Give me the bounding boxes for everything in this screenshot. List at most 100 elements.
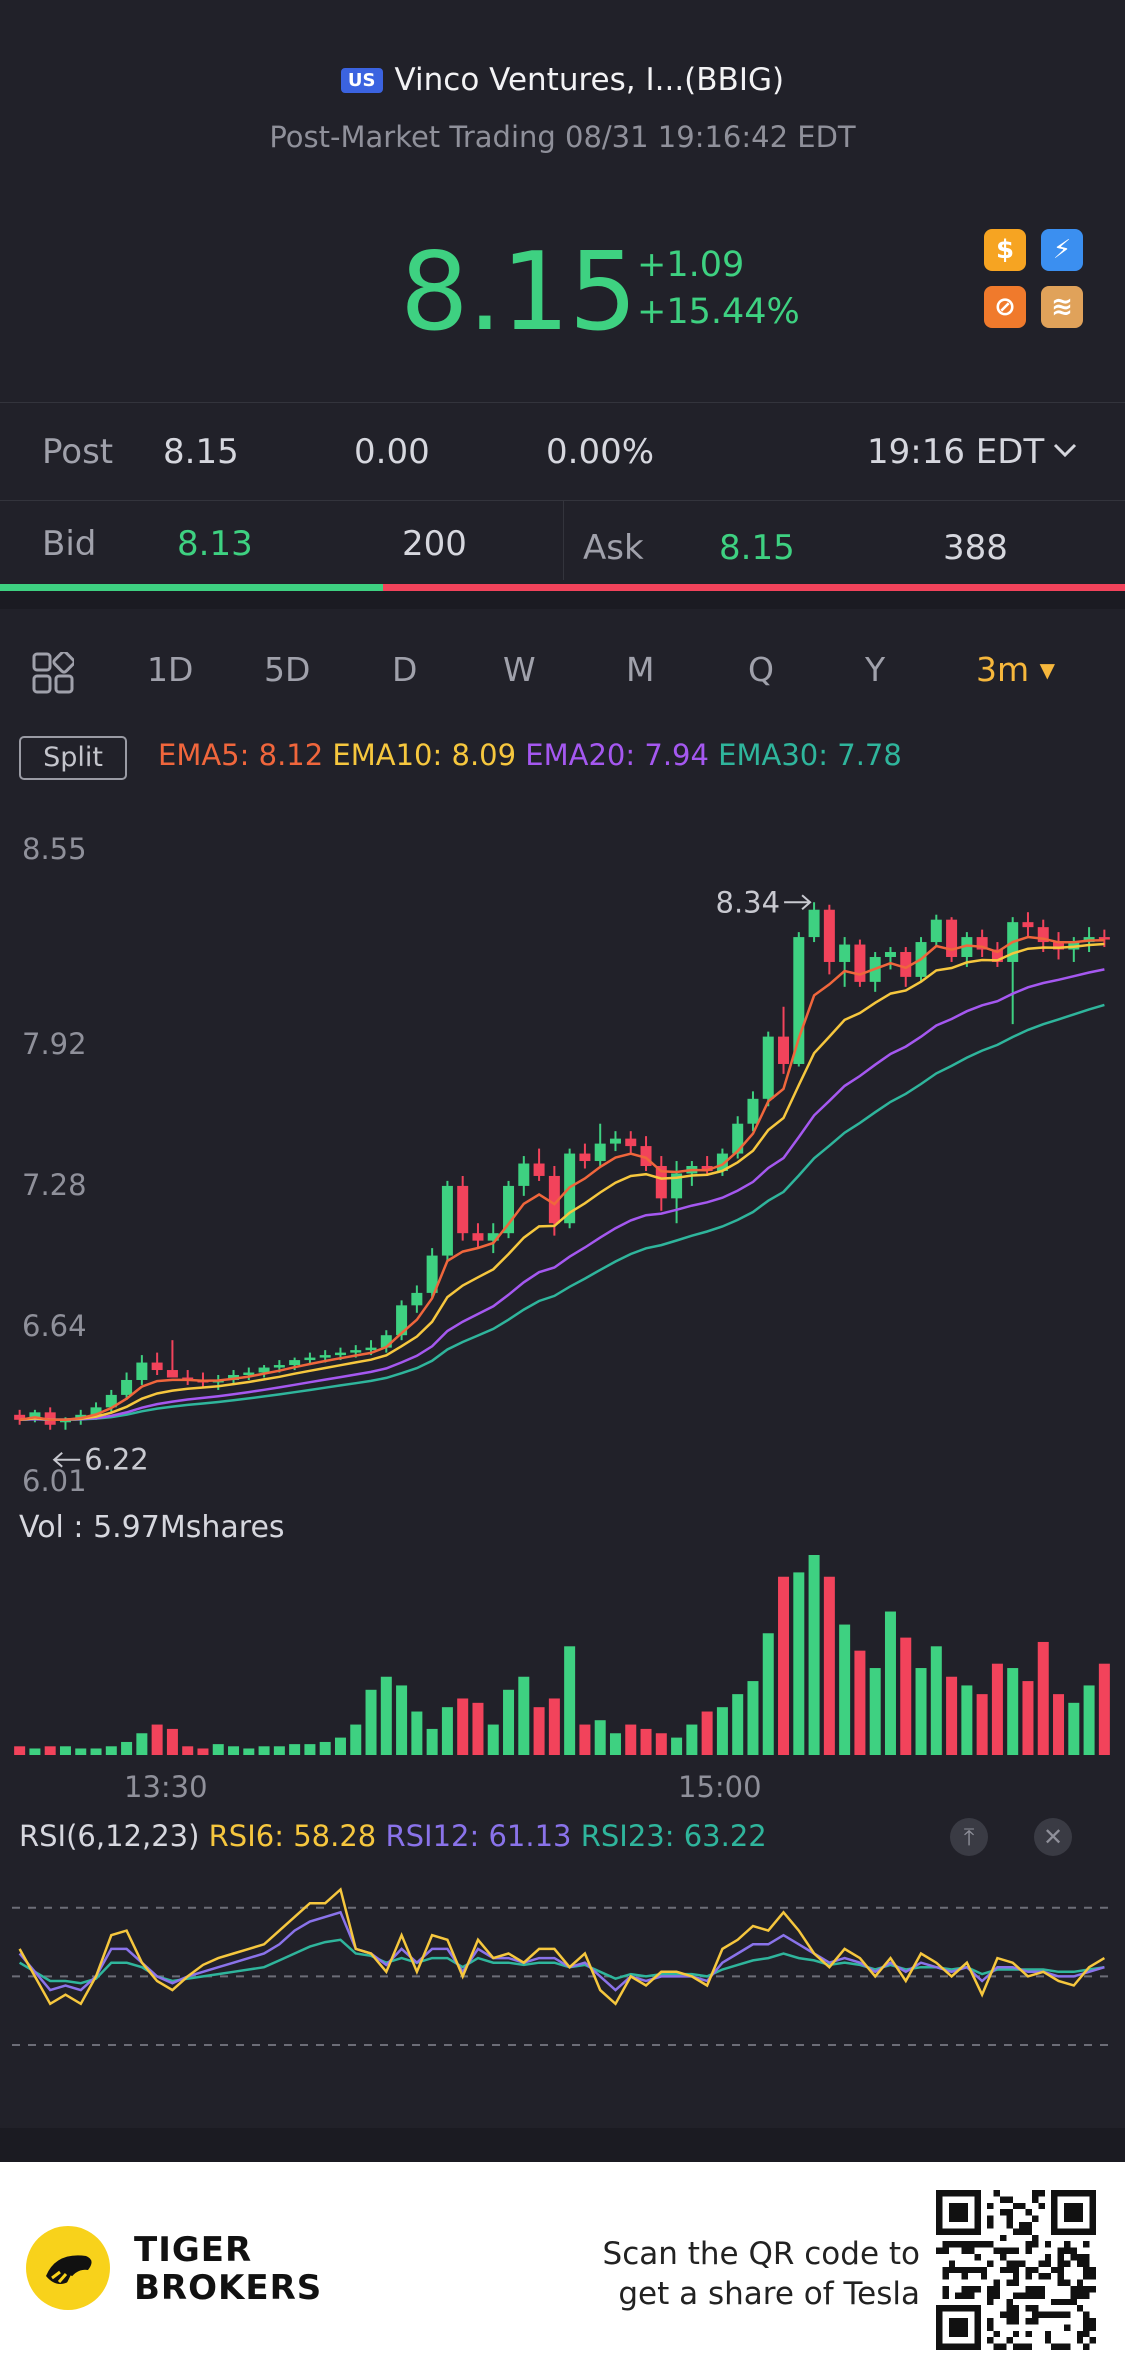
tab-5d[interactable]: 5D bbox=[264, 650, 311, 689]
layers-icon[interactable]: ≋ bbox=[1041, 286, 1083, 328]
divider bbox=[0, 402, 1125, 403]
qr-module bbox=[993, 2190, 1000, 2197]
qr-module bbox=[1012, 2266, 1020, 2274]
volume-bar bbox=[1068, 1702, 1080, 1755]
tab-week[interactable]: W bbox=[503, 650, 536, 689]
qr-module bbox=[968, 2241, 975, 2248]
candle bbox=[273, 1365, 285, 1368]
qr-module bbox=[961, 2247, 968, 2254]
volume-bar bbox=[1007, 1668, 1019, 1755]
volume-bar bbox=[762, 1633, 774, 1755]
qr-module bbox=[968, 2292, 975, 2299]
ema30-line bbox=[19, 1003, 1105, 1422]
tab-1d[interactable]: 1D bbox=[147, 650, 194, 689]
scan-prompt: Scan the QR code to bbox=[602, 2236, 920, 2272]
qr-module bbox=[1057, 2298, 1064, 2306]
volume-bar bbox=[900, 1637, 912, 1755]
tab-year[interactable]: Y bbox=[865, 650, 886, 689]
candle bbox=[976, 937, 988, 950]
close-icon[interactable]: ✕ bbox=[1034, 1818, 1072, 1856]
qr-module bbox=[1032, 2190, 1039, 2197]
tab-month[interactable]: M bbox=[626, 650, 655, 689]
qr-module bbox=[1044, 2260, 1052, 2267]
market-badge: US bbox=[340, 68, 383, 93]
qr-module bbox=[968, 2247, 975, 2254]
volume-bar bbox=[350, 1724, 362, 1755]
qr-module bbox=[1006, 2305, 1013, 2312]
candle bbox=[946, 919, 958, 957]
qr-module bbox=[1006, 2247, 1013, 2254]
qr-module bbox=[1006, 2298, 1013, 2306]
price-axis-label: 6.01 bbox=[22, 1464, 87, 1498]
brand-name: TIGER bbox=[134, 2230, 253, 2270]
qr-module bbox=[1032, 2215, 1039, 2222]
chevron-down-icon[interactable] bbox=[1052, 442, 1078, 460]
qr-module bbox=[1006, 2196, 1013, 2203]
qr-module bbox=[1032, 2292, 1039, 2299]
price-chart[interactable]: 8.34 6.22 bbox=[0, 820, 1125, 2100]
qr-module bbox=[1051, 2343, 1058, 2350]
dollar-icon[interactable]: $ bbox=[984, 229, 1026, 271]
volume-bar bbox=[1083, 1685, 1095, 1755]
qr-module bbox=[1083, 2330, 1090, 2338]
volume-bar bbox=[533, 1707, 545, 1755]
tab-quarter[interactable]: Q bbox=[748, 650, 774, 689]
post-change-percent: 0.00% bbox=[546, 432, 655, 472]
candle bbox=[166, 1370, 178, 1378]
qr-module bbox=[993, 2292, 1000, 2299]
qr-module bbox=[1025, 2292, 1032, 2299]
lightning-icon[interactable]: ⚡ bbox=[1041, 229, 1083, 271]
candle bbox=[289, 1360, 301, 1366]
qr-module bbox=[1064, 2298, 1071, 2306]
volume-bar bbox=[472, 1702, 484, 1755]
qr-finder bbox=[948, 2318, 968, 2338]
rsi6-value: RSI6: 58.28 bbox=[208, 1819, 377, 1853]
volume-bar bbox=[1022, 1681, 1034, 1755]
qr-module bbox=[1012, 2292, 1020, 2299]
volume-bar bbox=[701, 1711, 713, 1755]
qr-module bbox=[1006, 2260, 1013, 2267]
qr-module bbox=[993, 2247, 1000, 2254]
split-button[interactable]: Split bbox=[19, 736, 127, 780]
volume-bar bbox=[258, 1746, 270, 1755]
qr-module bbox=[1038, 2273, 1045, 2280]
qr-module bbox=[987, 2292, 994, 2299]
volume-bar bbox=[441, 1707, 453, 1755]
candle bbox=[90, 1407, 102, 1415]
volume-bar bbox=[503, 1689, 515, 1755]
volume-bar bbox=[380, 1676, 392, 1755]
qr-module bbox=[1038, 2260, 1045, 2267]
qr-module bbox=[1076, 2337, 1084, 2344]
ema-legend: EMA5: 8.12 EMA10: 8.09 EMA20: 7.94 EMA30… bbox=[158, 738, 902, 772]
stock-name[interactable]: Vinco Ventures, I...(BBIG) bbox=[394, 62, 785, 98]
qr-module bbox=[1032, 2241, 1039, 2248]
candle bbox=[548, 1175, 560, 1224]
candle bbox=[793, 937, 805, 1064]
candle bbox=[533, 1163, 545, 1176]
volume-bar bbox=[273, 1746, 285, 1755]
qr-module bbox=[936, 2247, 943, 2254]
qr-module bbox=[1076, 2260, 1084, 2267]
qr-module bbox=[1089, 2273, 1096, 2280]
tab-3m[interactable]: 3m ▼ bbox=[976, 650, 1056, 689]
qr-module bbox=[1057, 2279, 1064, 2286]
candle bbox=[961, 937, 973, 957]
candle bbox=[808, 909, 820, 938]
qr-module bbox=[980, 2273, 988, 2280]
qr-module bbox=[1064, 2324, 1071, 2331]
post-label: Post bbox=[42, 432, 114, 472]
qr-module bbox=[1006, 2337, 1013, 2344]
no-short-icon[interactable]: ⊘ bbox=[984, 286, 1026, 328]
candle bbox=[991, 949, 1003, 962]
volume-bar bbox=[334, 1737, 346, 1755]
tab-day[interactable]: D bbox=[392, 650, 418, 689]
grid-icon[interactable] bbox=[32, 652, 74, 694]
candle bbox=[350, 1350, 362, 1353]
qr-module bbox=[1019, 2343, 1026, 2350]
volume-bar bbox=[793, 1572, 805, 1755]
price-change: +1.09 bbox=[637, 245, 745, 285]
pin-top-icon[interactable]: ⤒ bbox=[950, 1818, 988, 1856]
candle bbox=[457, 1185, 469, 1234]
qr-module bbox=[1070, 2292, 1077, 2299]
post-time[interactable]: 19:16 EDT bbox=[867, 432, 1045, 472]
